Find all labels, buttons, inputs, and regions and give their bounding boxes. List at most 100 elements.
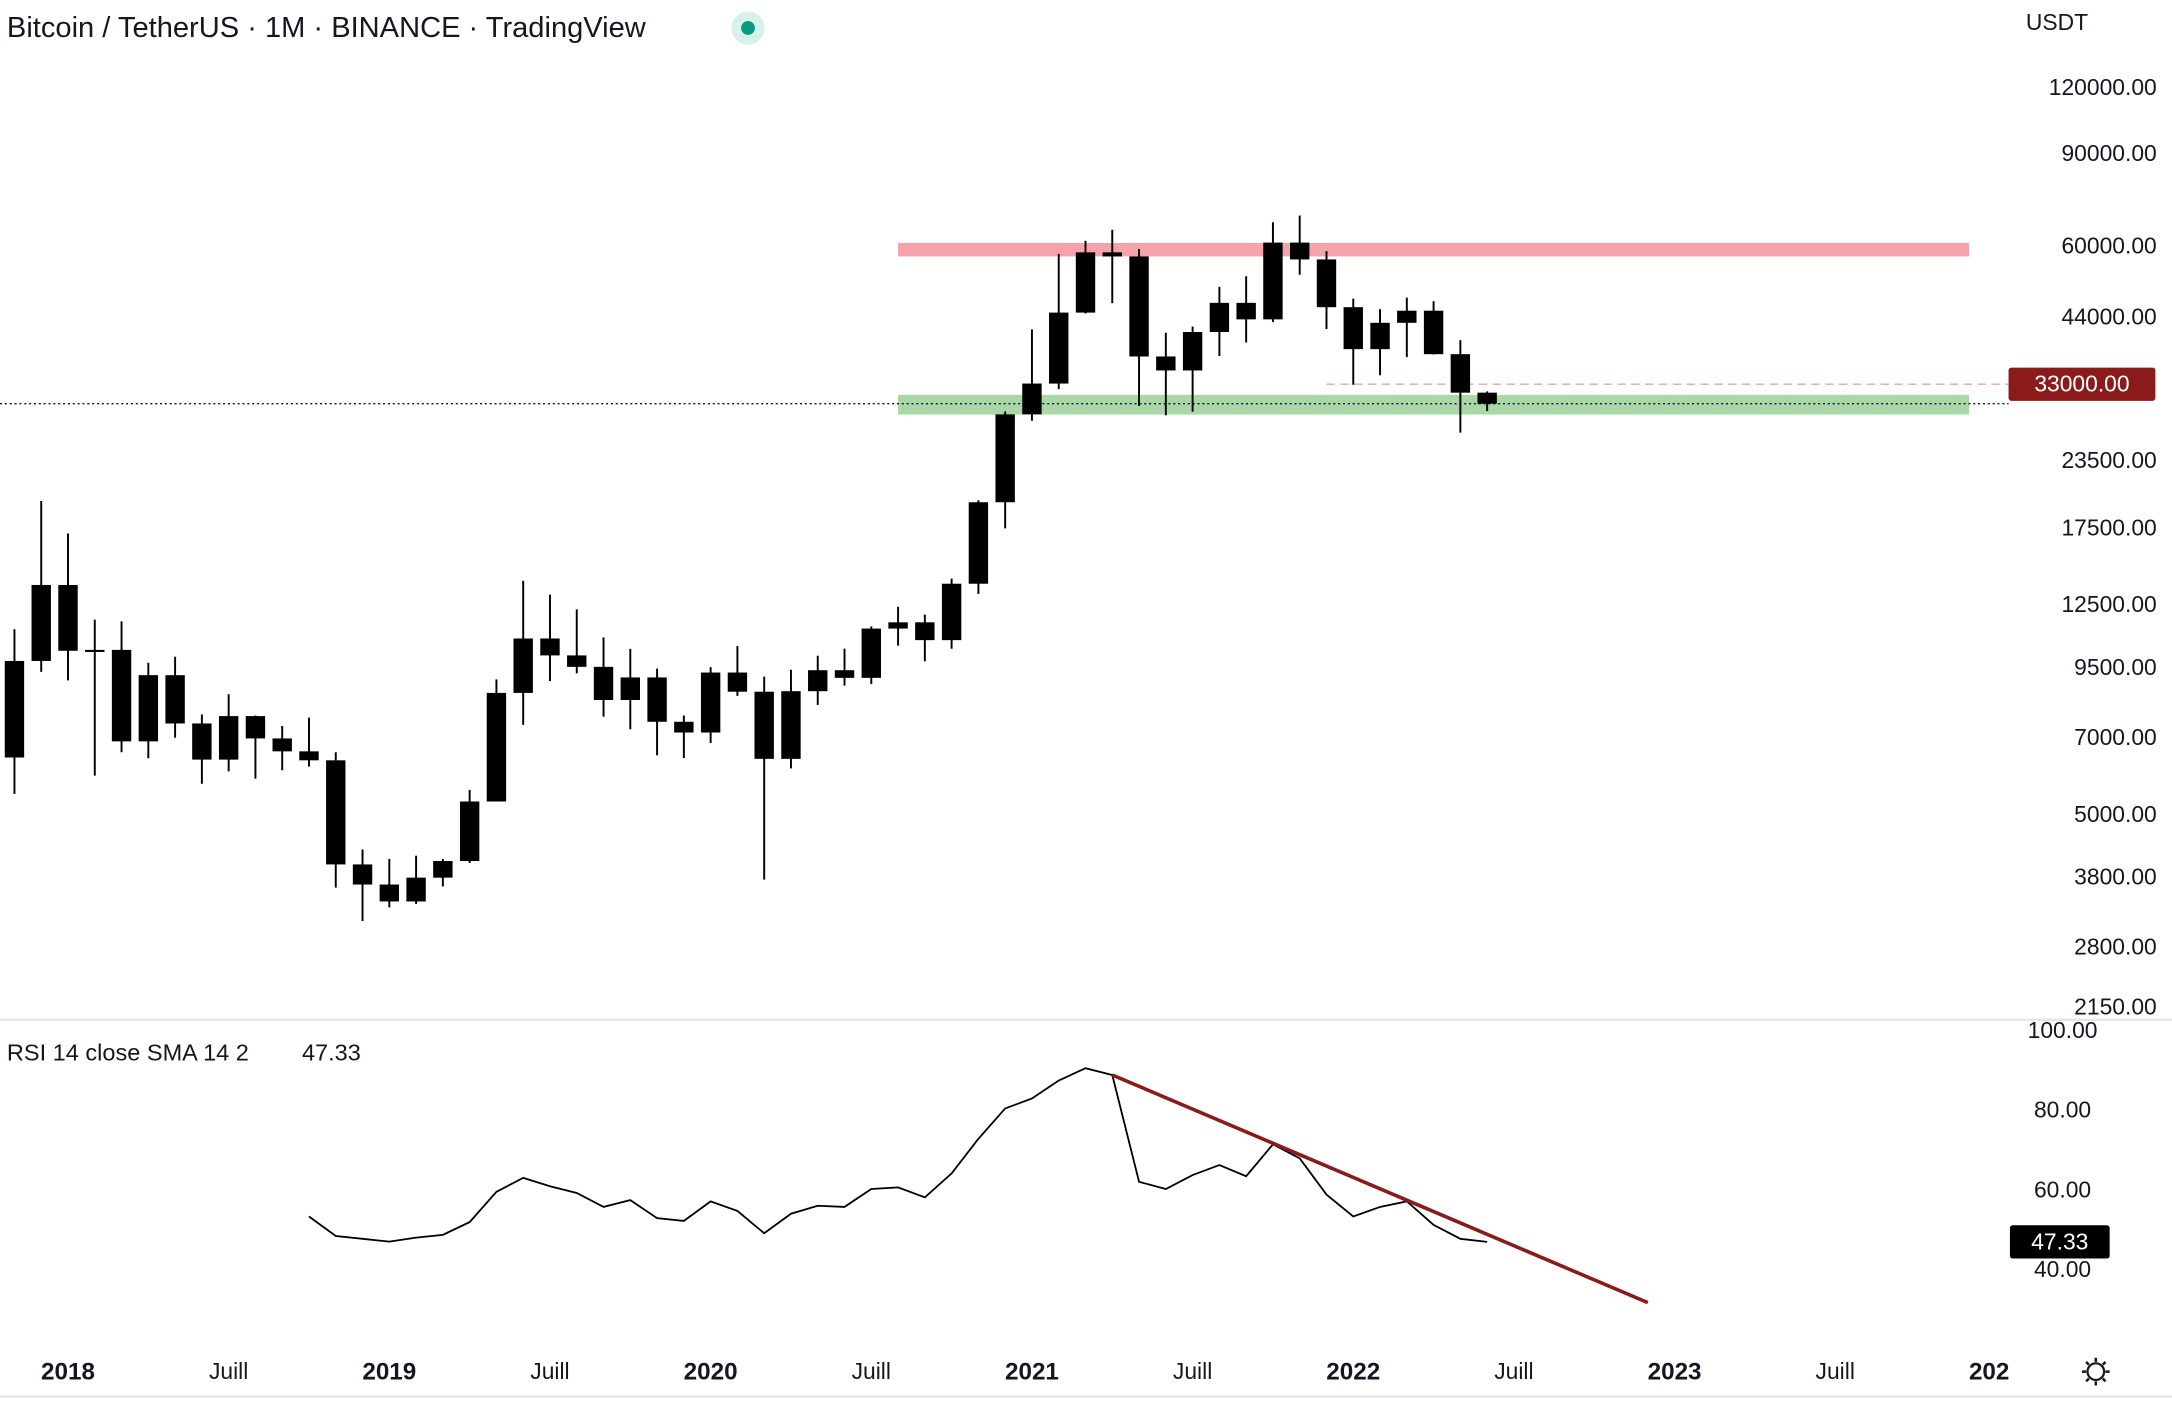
- candle-body: [647, 677, 667, 722]
- candle-body: [1236, 302, 1256, 320]
- candle-body: [1450, 354, 1471, 393]
- y-tick-label: 90000.00: [2061, 140, 2156, 166]
- candle-body: [968, 502, 989, 584]
- gear-ring: [2086, 1362, 2106, 1382]
- y-tick-label: 12500.00: [2061, 591, 2156, 617]
- candle-body: [1316, 259, 1337, 308]
- candle-body: [1182, 332, 1203, 371]
- candle-body: [1263, 242, 1283, 320]
- candle-body: [218, 716, 239, 760]
- x-tick-label: 2021: [1005, 1358, 1059, 1385]
- candle-body: [1290, 242, 1310, 260]
- candle-body: [513, 638, 533, 693]
- rsi-tick-label: 60.00: [2034, 1176, 2091, 1202]
- price-pane: [0, 215, 2009, 921]
- candle-body: [1022, 383, 1042, 415]
- candle-body: [781, 691, 801, 759]
- x-tick-label: Juill: [1494, 1358, 1533, 1384]
- candle-body: [299, 751, 319, 761]
- candle-body: [4, 660, 25, 758]
- chart-title: Bitcoin / TetherUS · 1M · BINANCE · Trad…: [7, 12, 647, 44]
- rsi-tick-label: 100.00: [2028, 1017, 2098, 1043]
- status-dot: [741, 21, 755, 35]
- candle-body: [941, 583, 962, 641]
- y-tick-label: 2800.00: [2074, 933, 2157, 959]
- y-tick-label: 5000.00: [2074, 801, 2157, 827]
- x-tick-label: Juill: [1173, 1358, 1212, 1384]
- candle-body: [567, 655, 587, 667]
- y-tick-label: 9500.00: [2074, 654, 2157, 680]
- candle-body: [352, 864, 373, 885]
- price-axis: 120000.00 90000.00 60000.00 44000.00 23500.0…: [2008, 74, 2157, 1282]
- y-tick-label: 44000.00: [2061, 303, 2156, 329]
- currency-label: USDT: [2026, 9, 2088, 35]
- y-tick-label: 60000.00: [2061, 233, 2156, 259]
- candle-body: [433, 861, 453, 878]
- candle-body: [995, 414, 1015, 503]
- y-tick-label: 7000.00: [2074, 724, 2157, 750]
- candle-body: [861, 628, 881, 678]
- candle-body: [1343, 307, 1363, 350]
- candle-body: [1156, 356, 1176, 371]
- candle-body: [888, 622, 908, 629]
- candle-body: [1423, 310, 1444, 355]
- x-tick-label: Juill: [209, 1358, 248, 1384]
- candle-body: [31, 584, 51, 661]
- price-label: 33000.00: [2034, 371, 2129, 397]
- x-tick-label: 2024: [1969, 1358, 2023, 1385]
- rsi-title: RSI 14 close SMA 14 2: [7, 1040, 249, 1066]
- candle-body: [138, 675, 159, 742]
- y-tick-label: 17500.00: [2061, 514, 2156, 540]
- candle-body: [1209, 302, 1230, 333]
- candle-body: [754, 691, 774, 759]
- rsi-tick-label: 80.00: [2034, 1097, 2091, 1123]
- x-tick-label: 2023: [1648, 1358, 1702, 1385]
- candle-body: [165, 675, 185, 724]
- candle-body: [1370, 322, 1390, 350]
- candle-body: [674, 721, 694, 733]
- y-tick-label: 3800.00: [2074, 864, 2157, 890]
- rsi-value-label: 47.33: [2031, 1228, 2088, 1254]
- candle-body: [406, 877, 426, 902]
- candle-body: [1477, 392, 1497, 404]
- candle-body: [58, 584, 78, 651]
- x-tick-label: Juill: [1816, 1358, 1855, 1384]
- x-tick-label: Juill: [852, 1358, 891, 1384]
- gear-teeth: [2081, 1357, 2110, 1386]
- price-label-box: [2008, 367, 2156, 401]
- rsi-value-box: [2009, 1225, 2110, 1259]
- candle-body: [111, 649, 132, 742]
- candle-body: [272, 738, 292, 752]
- trend-line: [1111, 1073, 1649, 1305]
- candle-body: [192, 723, 212, 760]
- x-tick-label: 2022: [1326, 1358, 1380, 1385]
- candle-body: [915, 622, 935, 641]
- candle-body: [1075, 252, 1096, 313]
- time-axis: 2018 Juill 2019 Juill 2020 Juill 2021 Juill 2022…: [41, 1358, 2023, 1385]
- x-tick-label: 2020: [684, 1358, 738, 1385]
- candle-body: [540, 638, 560, 656]
- candle-body: [593, 666, 614, 701]
- y-tick-label: 120000.00: [2049, 74, 2157, 100]
- candle-body: [727, 672, 748, 692]
- y-tick-label: 23500.00: [2061, 447, 2156, 473]
- candle-body: [620, 677, 641, 701]
- candle-body: [379, 884, 400, 902]
- candle-body: [245, 716, 266, 739]
- candle-body: [808, 670, 828, 692]
- candle-body: [1397, 310, 1417, 323]
- y-tick-label: 2150.00: [2074, 994, 2157, 1020]
- candle-body: [326, 760, 346, 865]
- candle-body: [85, 649, 105, 652]
- price-zone: [898, 394, 1970, 415]
- x-tick-label: Juill: [530, 1358, 569, 1384]
- candle-body: [486, 692, 507, 802]
- candle-body: [700, 672, 721, 733]
- rsi-line: [308, 1067, 1488, 1243]
- rsi-pane: [308, 1067, 1649, 1305]
- settings-icon[interactable]: [2081, 1357, 2110, 1386]
- x-tick-label: 2018: [41, 1358, 95, 1385]
- candle-body: [1049, 312, 1069, 384]
